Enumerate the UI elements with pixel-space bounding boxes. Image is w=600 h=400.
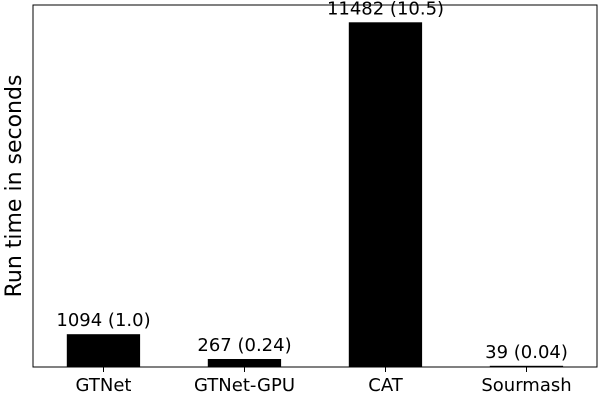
data-labels-group: 1094 (1.0) 267 (0.24) 11482 (10.5) 39 (0.04…: [56, 0, 567, 363]
data-label: 11482 (10.5): [327, 0, 444, 19]
bars-group: [66, 22, 564, 368]
y-axis-title: Run time in seconds: [2, 75, 27, 298]
data-label: 39 (0.04): [485, 342, 568, 363]
x-tick-label: GTNet-GPU: [194, 375, 295, 396]
bar-sourmash: [489, 365, 564, 367]
data-label: 267 (0.24): [197, 335, 291, 356]
x-axis-ticks: GTNet GTNet-GPU CAT Sourmash: [76, 367, 572, 396]
plot-area-frame: [32, 4, 598, 368]
x-tick-label: CAT: [368, 375, 403, 396]
bar-gtnet-gpu: [207, 359, 282, 367]
x-tick-label: Sourmash: [481, 375, 571, 396]
data-label: 1094 (1.0): [56, 310, 150, 331]
x-tick-label: GTNet: [76, 375, 132, 396]
bar-gtnet: [66, 334, 141, 367]
bar-cat: [348, 22, 423, 368]
